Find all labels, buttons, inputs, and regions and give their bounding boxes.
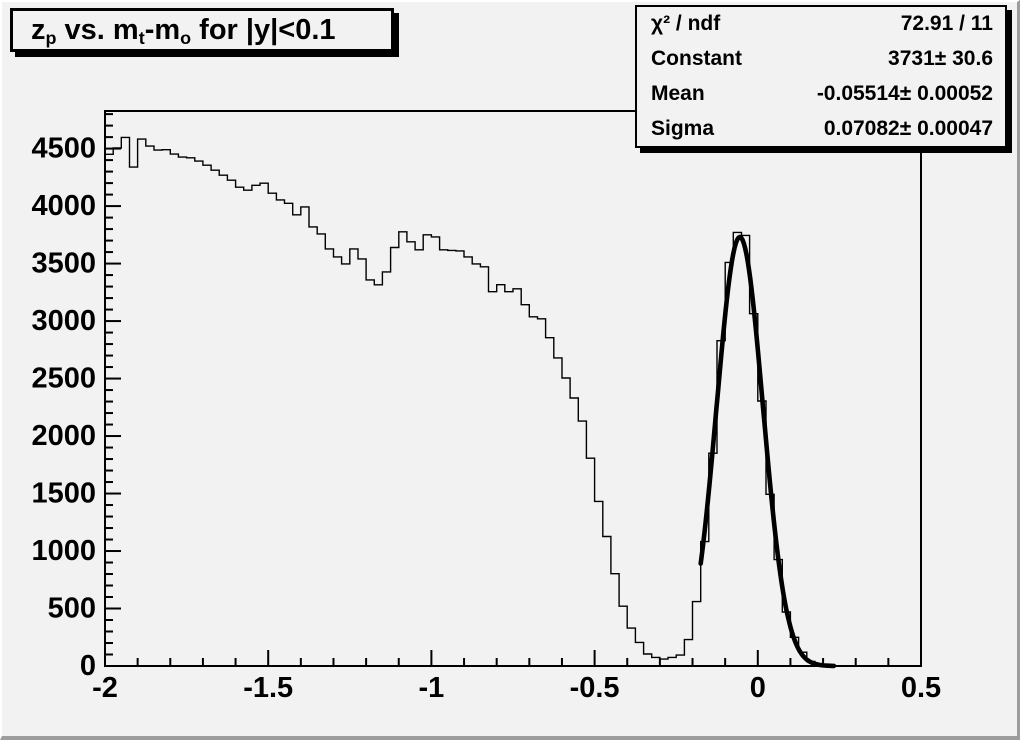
title-text: for |y|<0.1 xyxy=(191,13,336,46)
y-axis-tick-label: 3500 xyxy=(31,248,96,280)
stats-row-sigma: Sigma 0.07082± 0.00047 xyxy=(637,111,1005,146)
y-axis-tick-label: 3000 xyxy=(31,305,96,337)
y-axis-tick-label: 2000 xyxy=(31,420,96,452)
stats-value-chi2: 72.91 / 11 xyxy=(900,12,993,36)
histogram-line xyxy=(105,136,921,667)
x-axis-tick-label: -1 xyxy=(419,672,445,704)
title-subscript: t xyxy=(138,27,145,48)
y-axis-tick-label: 1500 xyxy=(31,478,96,510)
plot-title: zp vs. mt-mo for |y|<0.1 xyxy=(31,13,336,48)
stats-box: χ² / ndf 72.91 / 11 Constant 3731± 30.6 … xyxy=(635,5,1007,148)
x-axis-tick-label: -0.5 xyxy=(570,672,620,704)
x-axis-tick-label: 0.5 xyxy=(901,672,941,704)
title-subscript: p xyxy=(45,27,57,48)
title-text: z xyxy=(31,13,46,46)
fit-curve xyxy=(698,234,837,669)
stats-label-chi2: χ² / ndf xyxy=(651,12,721,36)
title-text: -m xyxy=(144,13,181,46)
plot-frame xyxy=(104,110,922,667)
y-axis-tick-label: 2500 xyxy=(31,363,96,395)
y-axis-tick-label: 0 xyxy=(80,650,96,682)
title-text: vs. m xyxy=(56,13,139,46)
y-axis-tick-label: 4500 xyxy=(31,133,96,165)
stats-value-constant: 3731± 30.6 xyxy=(888,47,993,71)
stats-row-constant: Constant 3731± 30.6 xyxy=(637,42,1005,77)
x-axis-tick-label: -2 xyxy=(92,672,118,704)
title-subscript: o xyxy=(180,27,192,48)
title-box: zp vs. mt-mo for |y|<0.1 xyxy=(10,8,394,52)
y-axis-tick-label: 1000 xyxy=(31,535,96,567)
stats-label-sigma: Sigma xyxy=(651,116,715,140)
y-axis-tick-label: 500 xyxy=(48,593,96,625)
stats-value-sigma: 0.07082± 0.00047 xyxy=(823,116,993,140)
stats-row-mean: Mean -0.05514± 0.00052 xyxy=(637,77,1005,112)
stats-label-constant: Constant xyxy=(651,47,742,71)
x-axis-tick-label: -1.5 xyxy=(243,672,293,704)
x-axis-tick-label: 0 xyxy=(750,672,766,704)
stats-value-mean: -0.05514± 0.00052 xyxy=(816,81,993,105)
stats-row-chi2: χ² / ndf 72.91 / 11 xyxy=(637,7,1005,42)
stats-label-mean: Mean xyxy=(651,81,705,105)
y-axis-tick-label: 4000 xyxy=(31,190,96,222)
